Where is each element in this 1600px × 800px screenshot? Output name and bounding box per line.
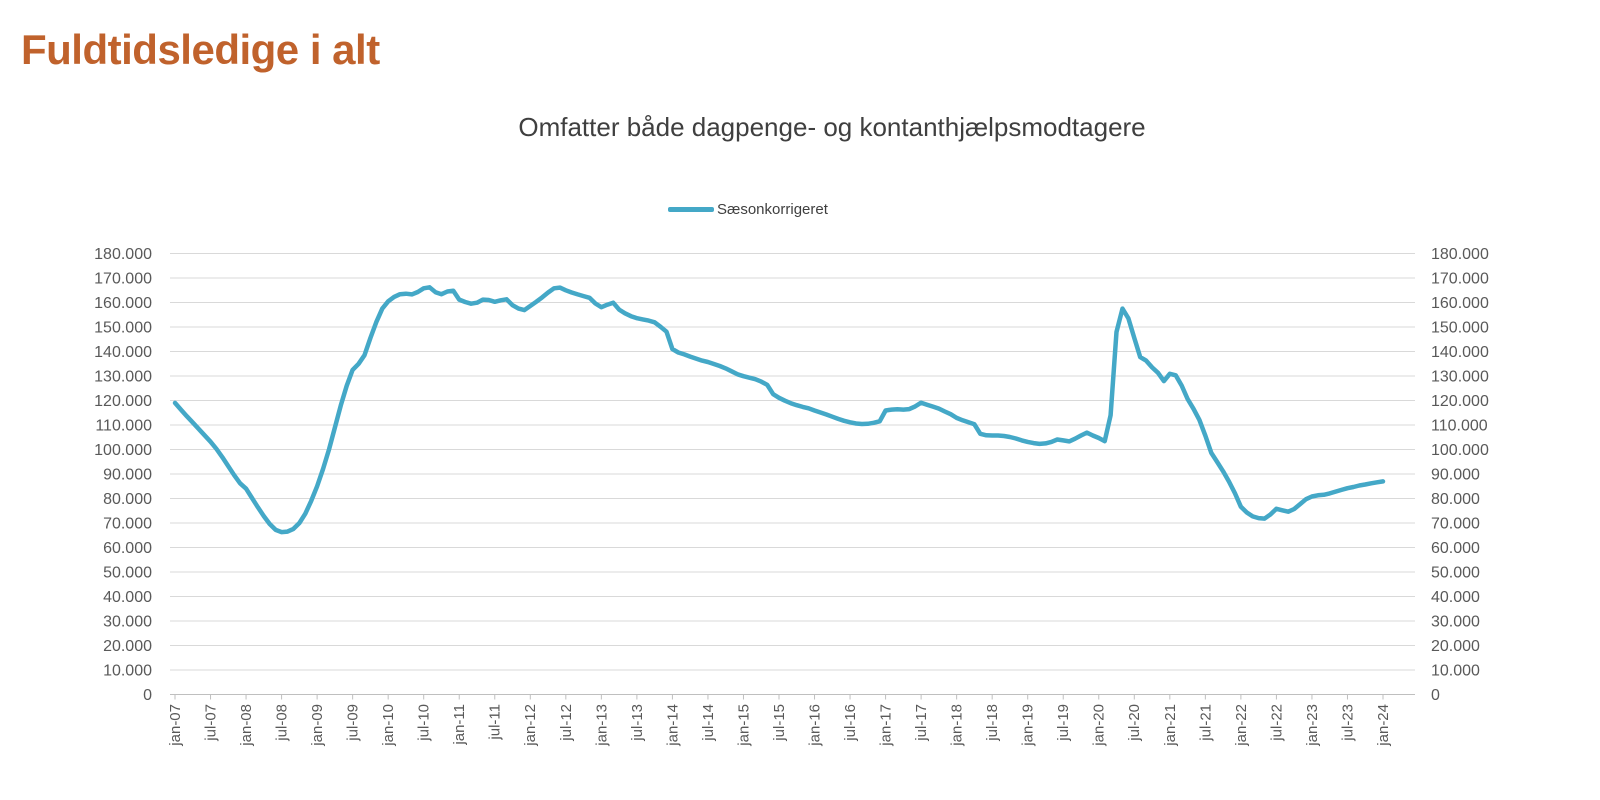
y-tick-label-right: 80.000 — [1431, 491, 1480, 508]
page-title: Fuldtidsledige i alt — [21, 26, 380, 73]
x-tick-label: jul-19 — [1055, 704, 1072, 742]
y-tick-label-left: 80.000 — [103, 491, 152, 508]
chart-subtitle: Omfatter både dagpenge- og kontanthjælps… — [518, 112, 1146, 142]
x-tick-label: jul-10 — [416, 704, 433, 742]
y-tick-label-right: 170.000 — [1431, 270, 1489, 287]
y-tick-label-left: 30.000 — [103, 613, 152, 630]
y-tick-label-right: 10.000 — [1431, 662, 1480, 679]
x-tick-label: jul-08 — [274, 704, 291, 742]
y-tick-label-right: 140.000 — [1431, 344, 1489, 361]
chart-legend: Sæsonkorrigeret — [668, 199, 828, 219]
y-tick-label-left: 150.000 — [94, 319, 152, 336]
x-tick-label: jan-17 — [878, 704, 895, 747]
y-tick-label-right: 130.000 — [1431, 368, 1489, 385]
x-tick-label: jul-15 — [771, 704, 788, 742]
y-tick-label-left: 120.000 — [94, 393, 152, 410]
y-tick-label-right: 60.000 — [1431, 540, 1480, 557]
y-tick-label-left: 170.000 — [94, 270, 152, 287]
x-tick-label: jul-20 — [1126, 704, 1143, 742]
y-tick-label-right: 110.000 — [1431, 417, 1488, 434]
x-tick-label: jan-24 — [1375, 704, 1392, 747]
x-tick-label: jan-15 — [735, 704, 752, 747]
y-tick-label-left: 130.000 — [94, 368, 152, 385]
y-tick-label-right: 40.000 — [1431, 589, 1480, 606]
series-line — [172, 285, 1386, 535]
y-tick-label-right: 100.000 — [1431, 442, 1489, 459]
x-tick-label: jan-19 — [1020, 704, 1037, 747]
x-tick-label: jan-08 — [238, 704, 255, 747]
x-tick-label: jan-10 — [380, 704, 397, 747]
x-tick-label: jul-16 — [842, 704, 859, 742]
y-tick-label-left: 60.000 — [103, 540, 152, 557]
x-tick-label: jul-13 — [629, 704, 646, 742]
x-tick-label: jan-20 — [1091, 704, 1108, 747]
y-tick-label-right: 120.000 — [1431, 393, 1489, 410]
y-tick-label-left: 20.000 — [103, 638, 152, 655]
x-tick-label: jul-17 — [913, 704, 930, 742]
y-tick-label-right: 20.000 — [1431, 638, 1480, 655]
y-tick-label-left: 10.000 — [103, 662, 152, 679]
x-tick-label: jan-13 — [593, 704, 610, 747]
y-tick-label-left: 180.000 — [94, 246, 152, 263]
x-tick-label: jul-09 — [345, 704, 362, 742]
y-tick-label-right: 180.000 — [1431, 246, 1489, 263]
y-tick-label-left: 70.000 — [103, 515, 152, 532]
y-tick-label-left: 100.000 — [94, 442, 152, 459]
x-tick-label: jan-14 — [664, 704, 681, 747]
x-tick-label: jan-22 — [1233, 704, 1250, 747]
y-tick-label-left: 140.000 — [94, 344, 152, 361]
x-tick-label: jul-18 — [984, 704, 1001, 742]
y-tick-label-right: 70.000 — [1431, 515, 1480, 532]
x-tick-label: jul-07 — [202, 704, 219, 742]
x-tick-label: jan-09 — [309, 704, 326, 747]
y-tick-label-right: 160.000 — [1431, 295, 1489, 312]
y-tick-label-right: 90.000 — [1431, 466, 1480, 483]
x-tick-label: jan-11 — [451, 704, 468, 746]
x-tick-label: jul-11 — [487, 704, 504, 741]
x-tick-label: jan-12 — [522, 704, 539, 747]
x-tick-label: jan-23 — [1304, 704, 1321, 747]
y-tick-label-right: 50.000 — [1431, 564, 1480, 581]
legend-label: Sæsonkorrigeret — [717, 200, 828, 218]
x-tick-label: jan-21 — [1162, 704, 1179, 747]
y-tick-label-left: 50.000 — [103, 564, 152, 581]
x-tick-label: jul-22 — [1268, 704, 1285, 742]
x-tick-label: jan-18 — [949, 704, 966, 747]
x-tick-label: jul-21 — [1197, 704, 1214, 742]
y-tick-label-right: 30.000 — [1431, 613, 1480, 630]
y-tick-label-left: 90.000 — [103, 466, 152, 483]
x-tick-label: jul-23 — [1339, 704, 1356, 742]
legend-line-swatch — [668, 206, 714, 212]
y-tick-label-left: 160.000 — [94, 295, 152, 312]
x-tick-label: jul-14 — [700, 704, 717, 742]
y-tick-label-right: 150.000 — [1431, 319, 1489, 336]
x-tick-label: jul-12 — [558, 704, 575, 742]
x-tick-label: jan-16 — [806, 704, 823, 747]
y-tick-label-right: 0 — [1431, 687, 1440, 704]
y-tick-label-left: 0 — [143, 687, 152, 704]
y-tick-label-left: 110.000 — [95, 417, 152, 434]
x-tick-label: jan-07 — [167, 704, 184, 747]
y-tick-label-left: 40.000 — [103, 589, 152, 606]
